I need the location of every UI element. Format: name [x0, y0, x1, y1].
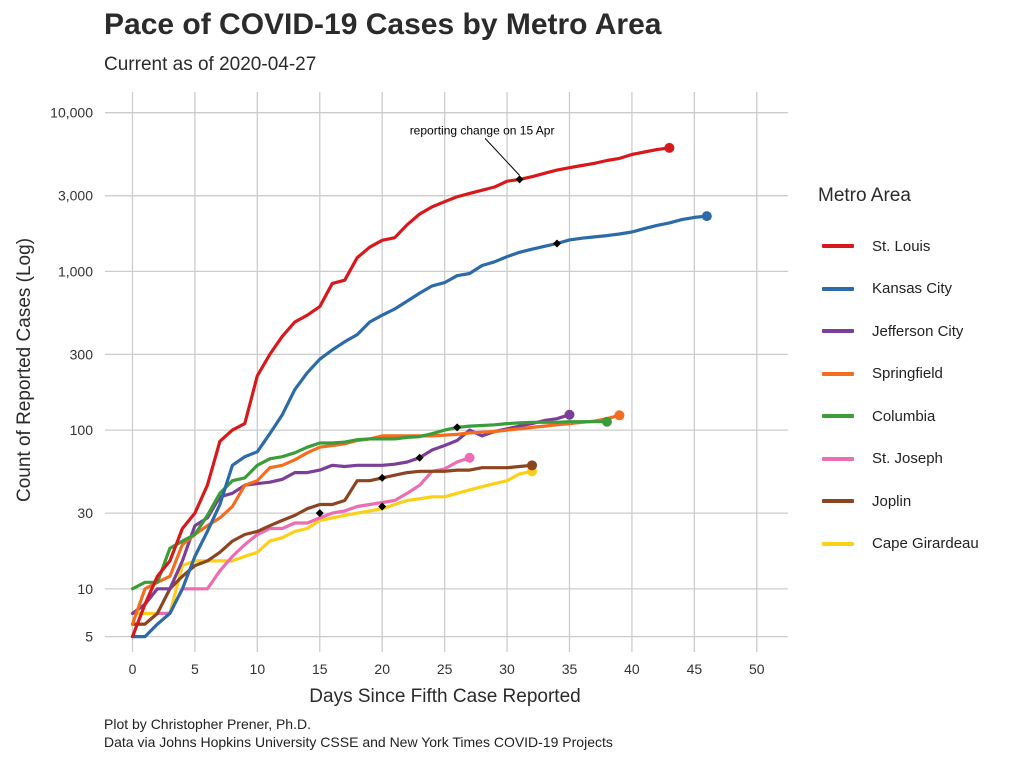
end-point-st-louis [664, 142, 675, 153]
legend-label: Jefferson City [872, 322, 964, 340]
legend-item-springfield: Springfield [818, 353, 979, 396]
y-tick-label: 3,000 [58, 188, 93, 204]
plot-area: 0 5 10 15 20 25 30 35 40 45 50 5 10 30 100 300 1,000 3,0… [14, 92, 788, 707]
series-lines [130, 146, 709, 639]
x-tick-label: 15 [312, 661, 328, 677]
annotation-leader-line [484, 138, 520, 176]
x-tick-label: 5 [191, 661, 199, 677]
legend-item-cape-girardeau: Cape Girardeau [818, 523, 979, 566]
x-tick-label: 45 [687, 661, 703, 677]
annotation-text: reporting change on 15 Apr [410, 123, 555, 137]
event-marker-st-louis [515, 175, 524, 184]
legend-swatch [822, 371, 854, 376]
x-tick-label: 0 [129, 661, 137, 677]
legend-label: Joplin [872, 492, 912, 510]
y-tick-label: 10 [77, 581, 93, 597]
legend-swatch [822, 244, 854, 249]
x-tick-label: 50 [749, 661, 765, 677]
series-markers [315, 142, 712, 518]
series-line-columbia [130, 420, 609, 591]
caption: Plot by Christopher Prener, Ph.D. Data v… [104, 715, 613, 751]
x-tick-label: 30 [499, 661, 515, 677]
legend-label: Kansas City [872, 280, 953, 298]
end-point-joplin [527, 460, 538, 471]
grid [105, 92, 788, 652]
legend-item-columbia: Columbia [818, 395, 979, 438]
series-line-st-joseph [130, 456, 472, 626]
legend-swatch [822, 499, 854, 504]
legend-item-jefferson-city: Jefferson City [818, 310, 979, 353]
x-tick-label: 40 [624, 661, 640, 677]
x-tick-label: 25 [437, 661, 453, 677]
legend-swatch [822, 329, 854, 334]
end-point-springfield [614, 410, 625, 421]
y-tick-label: 1,000 [58, 263, 93, 279]
caption-line-1: Plot by Christopher Prener, Ph.D. [104, 716, 311, 732]
x-axis-title: Days Since Fifth Case Reported [309, 686, 580, 707]
legend-items: St. Louis Kansas City Jefferson City Spring… [818, 225, 979, 565]
annotation: reporting change on 15 Apr [410, 123, 555, 176]
series-line-cape-girardeau [130, 469, 534, 616]
x-axis-ticks: 0 5 10 15 20 25 30 35 40 45 50 [129, 661, 765, 677]
legend-swatch [822, 541, 854, 546]
series-line-joplin [130, 463, 534, 626]
x-tick-label: 10 [250, 661, 266, 677]
end-point-columbia [601, 416, 612, 427]
legend-label: Cape Girardeau [872, 535, 979, 553]
x-tick-label: 35 [562, 661, 578, 677]
event-marker-joplin [378, 473, 387, 482]
legend-label: St. Joseph [872, 450, 943, 468]
legend-item-joplin: Joplin [818, 480, 979, 523]
y-tick-label: 5 [85, 629, 93, 645]
event-marker-kansas-city [553, 239, 562, 248]
event-marker-joplin [315, 509, 324, 518]
legend-swatch [822, 286, 854, 291]
legend-swatch [822, 414, 854, 419]
legend: Metro Area St. Louis Kansas City Jefferson… [818, 185, 979, 565]
series-line-kansas-city [130, 214, 709, 639]
legend-title: Metro Area [818, 185, 911, 206]
chart-title: Pace of COVID-19 Cases by Metro Area [104, 8, 662, 41]
legend-label: Columbia [872, 407, 936, 425]
y-tick-label: 30 [77, 505, 93, 521]
chart-subtitle: Current as of 2020-04-27 [104, 54, 317, 75]
event-marker-jefferson-city [415, 453, 424, 462]
event-marker-cape-girardeau [378, 502, 387, 511]
legend-item-st-joseph: St. Joseph [818, 438, 979, 481]
caption-line-2: Data via Johns Hopkins University CSSE a… [104, 734, 613, 750]
series-line-st-louis [130, 146, 672, 639]
end-point-st-joseph [464, 452, 475, 463]
y-tick-label: 100 [70, 422, 94, 438]
legend-item-st-louis: St. Louis [818, 225, 979, 268]
event-marker-columbia [453, 423, 462, 432]
legend-item-kansas-city: Kansas City [818, 268, 979, 311]
legend-swatch [822, 456, 854, 461]
y-tick-label: 10,000 [50, 105, 93, 121]
y-axis-ticks: 5 10 30 100 300 1,000 3,000 10,000 [50, 105, 93, 645]
legend-label: St. Louis [872, 237, 931, 255]
end-point-jefferson-city [564, 409, 575, 420]
y-tick-label: 300 [70, 346, 94, 362]
end-point-kansas-city [701, 211, 712, 222]
legend-label: Springfield [872, 365, 943, 383]
x-tick-label: 20 [374, 661, 390, 677]
y-axis-title: Count of Reported Cases (Log) [14, 238, 35, 502]
